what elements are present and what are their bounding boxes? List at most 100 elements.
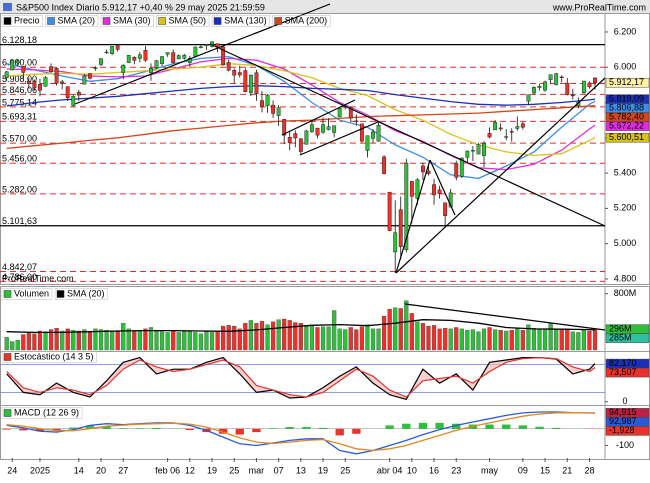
candle-body bbox=[43, 77, 48, 87]
legend-swatch bbox=[47, 17, 55, 25]
legend-frame bbox=[1, 351, 97, 363]
volume-bar bbox=[537, 329, 542, 351]
candle-body bbox=[310, 124, 314, 132]
value-label-box bbox=[605, 121, 650, 131]
x-tick-label: 25 bbox=[340, 465, 350, 475]
volume-bar bbox=[282, 318, 287, 351]
histogram-bar bbox=[152, 427, 161, 429]
candle-body bbox=[526, 94, 531, 102]
volume-bar bbox=[570, 331, 575, 351]
histogram-bar bbox=[218, 428, 228, 434]
x-tick-label: 12 bbox=[185, 465, 195, 475]
histogram-bar bbox=[535, 426, 544, 429]
value-label-box bbox=[605, 333, 650, 343]
y-tick-label: 5.400 bbox=[614, 167, 637, 177]
trend-line bbox=[209, 43, 606, 227]
legend-frame bbox=[156, 15, 210, 27]
histogram-bar bbox=[268, 428, 278, 429]
legend-swatch bbox=[102, 17, 111, 25]
level-label: 5.456,00 bbox=[2, 154, 37, 164]
candle-body bbox=[437, 189, 442, 194]
x-tick-label: abr 04 bbox=[377, 465, 403, 475]
candle-body bbox=[199, 46, 203, 48]
chart-title: S&P500 Index Diario 5.912,17 +0,40 % 29 … bbox=[16, 2, 265, 12]
candle-body bbox=[60, 81, 65, 84]
volume-bar bbox=[93, 328, 98, 351]
volume-bar bbox=[426, 325, 431, 351]
candle-body bbox=[304, 130, 309, 145]
candle-body bbox=[193, 46, 198, 57]
value-label-box bbox=[605, 77, 650, 88]
histogram-bar bbox=[335, 428, 344, 436]
value-label: 5.782,40 bbox=[609, 112, 644, 122]
volume-bar bbox=[320, 326, 326, 351]
candle-body bbox=[315, 127, 320, 136]
candle-body bbox=[398, 209, 403, 247]
legend-label: SMA (200) bbox=[285, 15, 328, 25]
x-tick-label: 28 bbox=[584, 465, 594, 475]
candle-body bbox=[76, 92, 81, 96]
volume-bar bbox=[565, 328, 570, 351]
candle-body bbox=[565, 82, 570, 95]
volume-bar bbox=[193, 332, 198, 351]
macd-line bbox=[6, 412, 596, 452]
histogram-bar bbox=[518, 425, 528, 429]
legend-label: SMA (20) bbox=[58, 15, 96, 25]
candle-body bbox=[293, 133, 298, 139]
candle-body bbox=[470, 150, 475, 152]
candle-body bbox=[232, 70, 237, 76]
volume-bar bbox=[387, 308, 392, 351]
candle-body bbox=[104, 51, 109, 54]
candle-body bbox=[243, 70, 248, 92]
candle-body bbox=[409, 181, 414, 197]
volume-bar bbox=[121, 323, 126, 351]
candle-body bbox=[504, 136, 509, 138]
candle-body bbox=[26, 81, 31, 84]
volume-bar bbox=[337, 328, 342, 351]
volume-bar bbox=[354, 329, 359, 351]
volume-bar bbox=[459, 328, 464, 351]
histogram-bar bbox=[352, 428, 361, 434]
volume-bar bbox=[132, 330, 137, 351]
candle-body bbox=[4, 71, 9, 79]
legend-frame bbox=[45, 15, 99, 27]
x-tick-label: feb 06 bbox=[155, 465, 180, 475]
histogram-bar bbox=[85, 425, 95, 429]
oscillator-line bbox=[6, 356, 596, 401]
trend-line bbox=[404, 303, 606, 331]
x-tick-label: 20 bbox=[96, 465, 106, 475]
x-tick-label: 16 bbox=[429, 465, 439, 475]
candle-body bbox=[21, 65, 26, 73]
legend-label: SMA (30) bbox=[113, 15, 151, 25]
candle-body bbox=[126, 55, 131, 63]
histogram-bar bbox=[452, 423, 461, 429]
value-label: -1,928 bbox=[609, 425, 635, 435]
value-label: 5.600,51 bbox=[609, 132, 644, 142]
legend-frame bbox=[54, 288, 108, 300]
volume-bar bbox=[293, 322, 298, 351]
candle-body bbox=[537, 86, 542, 88]
value-label-box bbox=[605, 367, 650, 378]
candle-body bbox=[337, 107, 342, 118]
volume-bar bbox=[110, 330, 115, 351]
volume-bar bbox=[32, 333, 37, 351]
x-tick-label: 13 bbox=[296, 465, 306, 475]
candle-body bbox=[459, 157, 464, 177]
candle-body bbox=[121, 64, 126, 73]
candle-body bbox=[321, 124, 325, 133]
volume-bar bbox=[515, 328, 520, 351]
trend-line bbox=[429, 159, 456, 216]
candle-body bbox=[254, 72, 259, 94]
x-tick-label: 09 bbox=[518, 465, 528, 475]
volume-bar bbox=[409, 313, 414, 351]
candle-body bbox=[465, 150, 470, 158]
x-tick-label: 27 bbox=[118, 465, 128, 475]
candle-body bbox=[354, 120, 359, 122]
volume-bar bbox=[443, 328, 448, 351]
candle-body bbox=[493, 122, 498, 131]
candle-body bbox=[226, 62, 231, 71]
volume-bar bbox=[10, 341, 15, 351]
candle-body bbox=[187, 58, 192, 63]
candle-body bbox=[49, 66, 53, 72]
x-tick-label: 14 bbox=[74, 465, 84, 475]
